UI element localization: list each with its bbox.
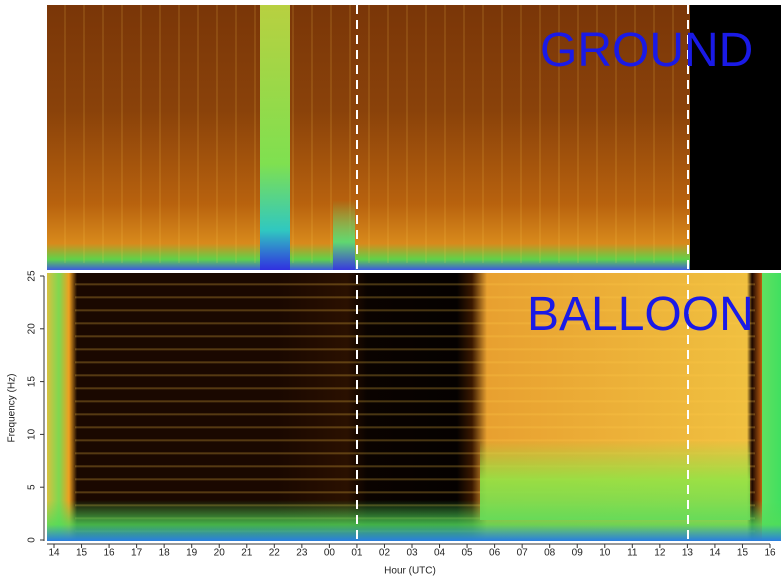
x-tick-label: 06 — [489, 548, 501, 559]
x-tick-label: 00 — [324, 548, 336, 559]
x-tick-label: 23 — [296, 548, 308, 559]
x-tick-label: 10 — [599, 548, 611, 559]
x-tick-label: 03 — [406, 548, 418, 559]
x-tick-label: 08 — [544, 548, 556, 559]
balloon-high-green — [480, 440, 750, 520]
panel-label: GROUND — [540, 24, 753, 77]
x-tick-label: 05 — [462, 548, 474, 559]
y-tick-label: 25 — [27, 270, 38, 282]
x-tick-label: 04 — [434, 548, 446, 559]
x-tick-label: 16 — [764, 548, 776, 559]
y-tick-label: 15 — [27, 376, 38, 388]
x-tick-label: 18 — [159, 548, 171, 559]
ground-burst-2 — [333, 200, 355, 270]
x-tick-label: 09 — [572, 548, 584, 559]
x-tick-label: 02 — [379, 548, 391, 559]
x-tick-label: 14 — [709, 548, 721, 559]
x-tick-label: 01 — [351, 548, 363, 559]
y-tick-label: 5 — [27, 484, 38, 490]
y-tick-label: 20 — [27, 323, 38, 335]
x-tick-label: 17 — [131, 548, 143, 559]
x-tick-label: 21 — [241, 548, 253, 559]
x-tick-label: 13 — [682, 548, 694, 559]
x-axis-label: Hour (UTC) — [384, 566, 436, 577]
x-tick-label: 22 — [269, 548, 281, 559]
ground-streaks — [47, 5, 690, 263]
x-tick-label: 19 — [186, 548, 198, 559]
y-tick-label: 0 — [27, 537, 38, 543]
ground-nodata — [690, 5, 781, 270]
x-tick-label: 07 — [517, 548, 529, 559]
x-tick-label: 15 — [76, 548, 88, 559]
y-tick-label: 10 — [27, 428, 38, 440]
x-tick-label: 12 — [654, 548, 666, 559]
y-axis-label: Frequency (Hz) — [7, 374, 18, 443]
x-tick-label: 11 — [627, 548, 638, 559]
x-tick-label: 20 — [214, 548, 226, 559]
ground-burst — [260, 5, 290, 270]
x-tick-label: 15 — [737, 548, 749, 559]
ground-spectrogram — [47, 5, 781, 270]
panel-label: BALLOON — [527, 288, 754, 341]
x-tick-label: 14 — [48, 548, 60, 559]
x-tick-label: 16 — [104, 548, 116, 559]
